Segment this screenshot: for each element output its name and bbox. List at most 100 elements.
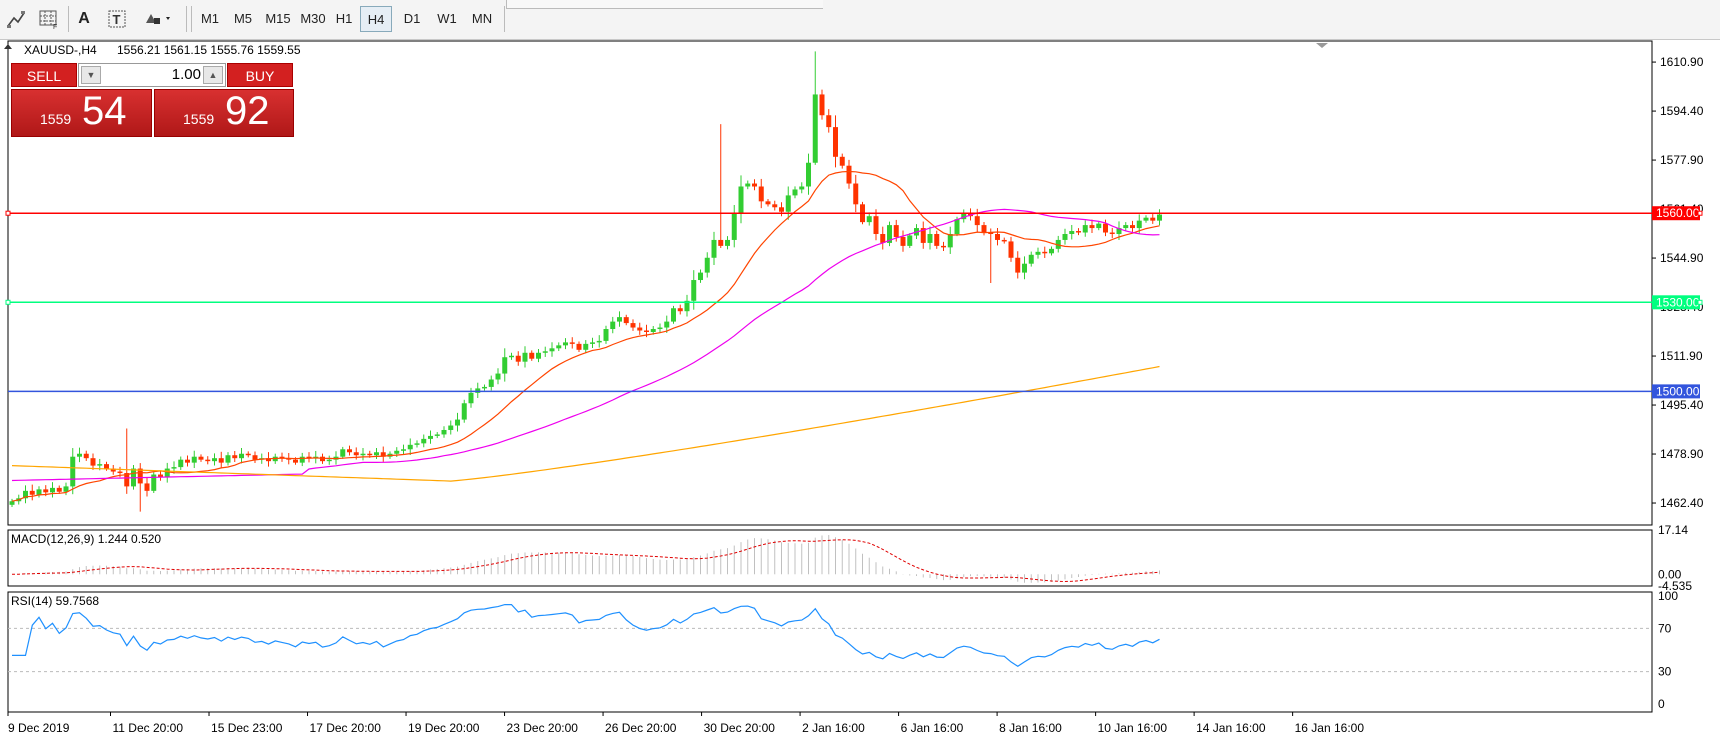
lot-stepper[interactable]: ▼ 1.00 ▲ (78, 63, 226, 87)
candle-body (326, 459, 332, 462)
candle-body (97, 464, 103, 466)
chevron-down-icon[interactable]: ▼ (81, 66, 101, 84)
candle-body (158, 474, 163, 478)
candle-body (596, 340, 602, 343)
candle-body (1143, 217, 1149, 221)
candle-body (1150, 217, 1156, 221)
timeframe-mn[interactable]: MN (471, 11, 493, 26)
price-tick-label: 1462.40 (1660, 496, 1704, 510)
toolbar-divider (191, 6, 192, 32)
rsi-panel-frame (7, 591, 1653, 713)
candle-body (245, 453, 251, 456)
text-label-icon[interactable]: A (78, 10, 90, 27)
candle-body (920, 228, 926, 243)
candle-body (731, 213, 737, 240)
candle-body (434, 434, 440, 436)
candle-body (684, 300, 690, 312)
ohlc-values: 1556.21 1561.15 1555.76 1559.55 (117, 43, 301, 57)
text-box-icon[interactable]: T (104, 4, 130, 34)
candle-body (320, 456, 325, 462)
candle-body (556, 345, 562, 349)
timeframe-h1[interactable]: H1 (335, 11, 353, 26)
candle-body (610, 321, 616, 330)
timeframe-w1[interactable]: W1 (437, 11, 457, 26)
candle-body (549, 348, 555, 352)
candle-body (880, 234, 886, 243)
candle-body (1069, 231, 1075, 235)
candle-body (279, 456, 285, 459)
time-tick-label: 15 Dec 23:00 (211, 721, 283, 735)
candle-body (83, 453, 89, 459)
buy-button[interactable]: BUY (227, 63, 293, 87)
candle-body (853, 183, 859, 205)
sell-price-button[interactable]: 1559 54 (11, 89, 152, 137)
shapes-icon[interactable] (140, 4, 176, 34)
rsi-tick-label: 30 (1658, 665, 1672, 679)
macd-tick-label: 17.14 (1658, 523, 1688, 537)
svg-text:F: F (53, 24, 57, 30)
candle-body (266, 458, 271, 462)
line-studies-icon[interactable] (2, 4, 30, 34)
candle-body (495, 373, 501, 380)
sell-price-major: 1559 (40, 111, 72, 127)
timeframe-h4[interactable]: H4 (360, 6, 392, 32)
grid-icon[interactable]: F (34, 4, 64, 34)
candle-body (1157, 214, 1162, 221)
candle-body (124, 473, 130, 487)
timeframe-d1[interactable]: D1 (403, 11, 421, 26)
candle-body (353, 452, 359, 456)
candle-body (536, 352, 541, 359)
symbol-title: XAUUSD-,H4 (24, 43, 97, 57)
timeframe-m15[interactable]: M15 (265, 11, 291, 26)
candle-body (137, 468, 143, 484)
candle-body (218, 458, 224, 463)
candle-body (299, 456, 305, 463)
candle-body (1103, 223, 1108, 233)
candle-body (590, 342, 595, 344)
buy-price-major: 1559 (183, 111, 215, 127)
candle-body (657, 327, 663, 330)
timeframe-m30[interactable]: M30 (300, 11, 326, 26)
timeframe-m1[interactable]: M1 (200, 11, 220, 26)
ma-slow-line (11, 365, 1160, 482)
candle-body (1022, 263, 1027, 273)
candle-body (488, 379, 494, 387)
buy-price-button[interactable]: 1559 92 (154, 89, 294, 137)
rsi-title: RSI(14) 59.7568 (11, 594, 99, 608)
buy-price-pips: 92 (225, 89, 270, 133)
time-tick-label: 30 Dec 20:00 (704, 721, 776, 735)
price-tick-label: 1511.90 (1660, 349, 1703, 363)
candle-body (603, 329, 609, 341)
rsi-line (12, 604, 1160, 668)
candle-body (833, 127, 838, 157)
candle-body (367, 453, 373, 456)
candle-body (252, 455, 258, 460)
chevron-up-icon[interactable]: ▲ (203, 66, 223, 84)
horizontal-line-label: 1560.00 (1656, 206, 1700, 220)
candle-body (1035, 251, 1041, 255)
candle-body (563, 342, 568, 346)
candle-body (1123, 225, 1129, 229)
candle-body (63, 486, 69, 492)
candle-body (1028, 254, 1034, 264)
candle-body (144, 483, 150, 491)
sell-price-pips: 54 (82, 89, 127, 133)
candle-body (785, 195, 791, 212)
toolbar-divider (504, 6, 505, 32)
candle-body (293, 459, 298, 463)
candle-body (1042, 251, 1048, 254)
toolbar-divider (68, 6, 69, 32)
candle-body (758, 186, 764, 202)
candle-body (428, 435, 433, 439)
candle-body (306, 456, 312, 459)
line-handle (1697, 299, 1703, 305)
candle-body (691, 280, 697, 301)
lot-input[interactable]: 1.00 (171, 66, 201, 83)
candle-body (866, 216, 872, 223)
timeframe-m5[interactable]: M5 (233, 11, 253, 26)
candle-body (468, 392, 474, 404)
sell-button[interactable]: SELL (11, 63, 77, 87)
candle-body (198, 456, 204, 460)
candle-body (77, 453, 82, 457)
ma-fast-line (11, 170, 1160, 502)
